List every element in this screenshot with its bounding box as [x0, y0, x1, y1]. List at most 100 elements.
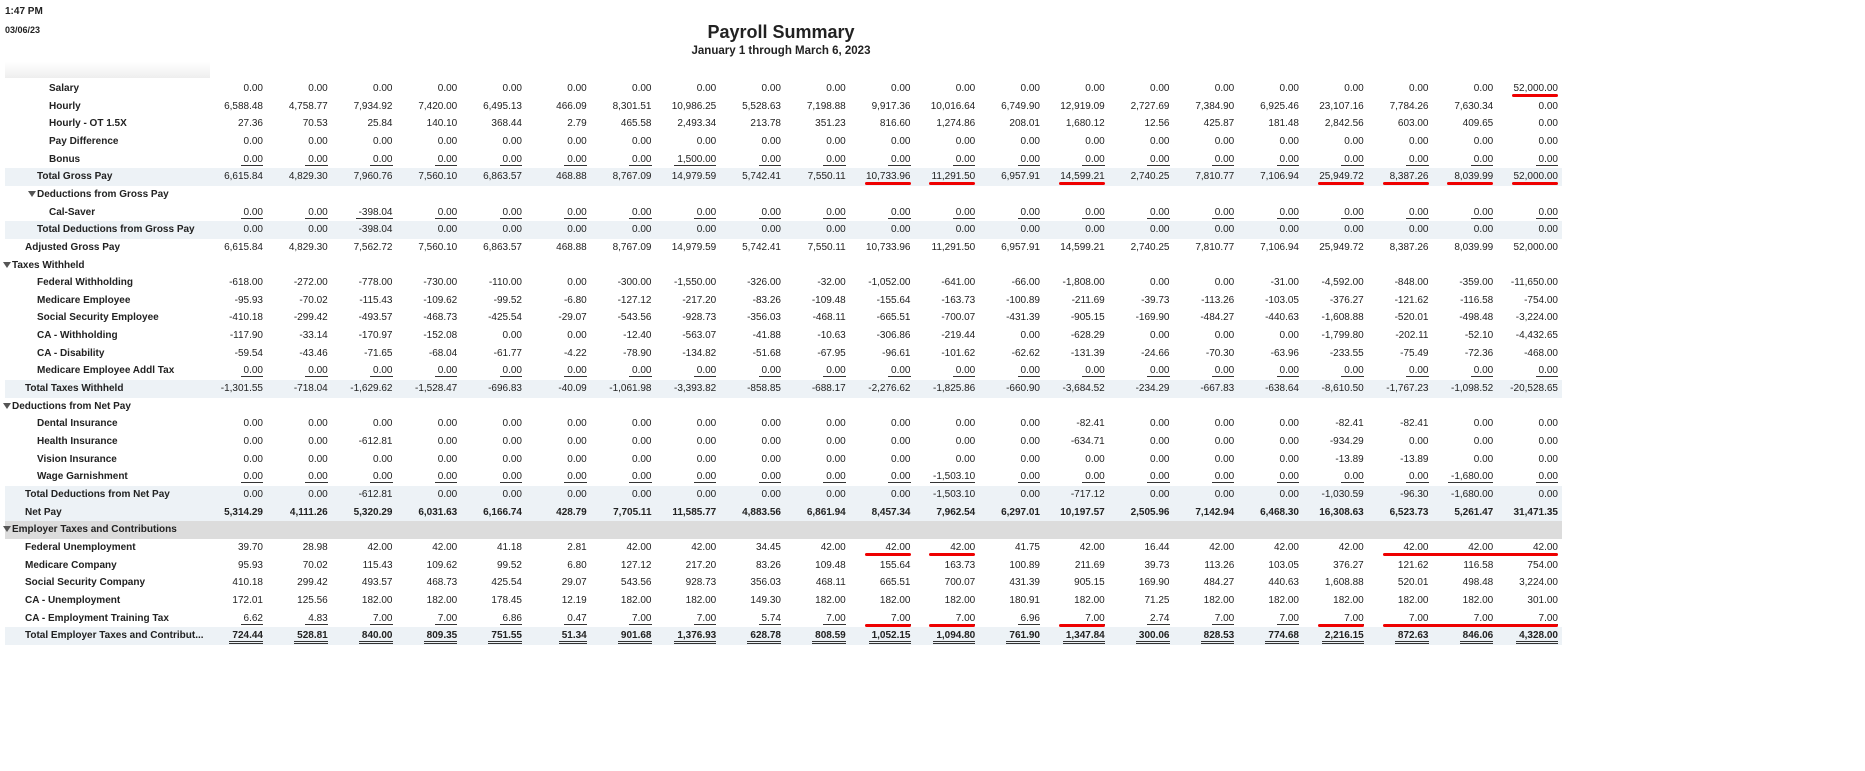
- amount: 0.00: [308, 83, 328, 94]
- value-cell: -638.64: [1239, 383, 1299, 394]
- value-cell: -134.82: [656, 348, 716, 359]
- amount: 7,934.92: [353, 100, 393, 112]
- value-cell: 0.00: [915, 136, 975, 147]
- value-cell: 0.00: [1498, 153, 1558, 166]
- value-cell: 10,197.57: [1045, 507, 1105, 518]
- amount: -667.83: [1200, 383, 1235, 395]
- value-cell: 5,742.41: [721, 242, 781, 253]
- value-cell: 7.00: [1433, 612, 1494, 625]
- amount: 0.00: [1147, 365, 1170, 378]
- amount: 7,560.10: [418, 171, 458, 183]
- value-cell: 0.00: [268, 471, 328, 484]
- amount: 468.88: [556, 241, 587, 253]
- amount: -398.04: [358, 224, 393, 236]
- row-label: Hourly - OT 1.5X: [49, 118, 127, 130]
- report-row: Deductions from Net Pay: [3, 398, 1562, 416]
- value-cell: 0.00: [527, 365, 587, 378]
- value-cell: -82.41: [1369, 418, 1428, 429]
- amount: 5,320.29: [353, 506, 393, 518]
- amount: 0.00: [1341, 153, 1364, 166]
- amount: -31.00: [1270, 277, 1299, 289]
- amount: 2,842.56: [1324, 118, 1364, 130]
- amount: 0.00: [1538, 224, 1558, 236]
- value-cell: 0.00: [527, 206, 587, 219]
- amount: 182.00: [1074, 594, 1105, 606]
- value-cell: 6.86: [462, 612, 522, 625]
- amount: -299.42: [293, 312, 328, 324]
- value-cell: -300.00: [592, 277, 652, 288]
- collapse-toggle[interactable]: [3, 402, 11, 409]
- amount: 16.44: [1144, 541, 1170, 553]
- amount: 11,291.50: [931, 241, 976, 253]
- value-cell: 10,986.25: [656, 101, 717, 112]
- amount: -4,592.00: [1321, 277, 1364, 289]
- value-cell: -359.00: [1433, 277, 1493, 288]
- value-cell: 0.00: [721, 454, 781, 465]
- value-cell: 0.00: [851, 365, 911, 378]
- value-cell: 0.00: [980, 153, 1040, 166]
- amount: 0.00: [758, 471, 781, 484]
- value-cell: 425.54: [462, 577, 522, 588]
- value-cell: 11,291.50: [915, 171, 976, 182]
- amount: 0.00: [1214, 224, 1235, 236]
- report-row: Taxes Withheld: [3, 257, 1562, 275]
- amount: 301.00: [1527, 594, 1558, 606]
- value-cell: 113.26: [1174, 560, 1234, 571]
- amount: 7,106.94: [1260, 171, 1299, 183]
- value-cell: 0.00: [721, 136, 781, 147]
- collapse-toggle[interactable]: [28, 190, 36, 197]
- value-cell: 42.00: [592, 542, 651, 553]
- amount: 901.68: [617, 630, 652, 645]
- value-cell: 6,925.46: [1239, 101, 1299, 112]
- amount: 543.56: [620, 577, 652, 589]
- amount: 42.00: [1209, 541, 1235, 553]
- amount: 0.00: [891, 453, 911, 465]
- report-row: Medicare Employee Addl Tax 0.00 0.00 0.00 0.…: [5, 362, 1562, 380]
- value-cell: -498.48: [1433, 312, 1493, 323]
- amount: -440.63: [1265, 312, 1299, 324]
- value-cell: -68.04: [397, 348, 457, 359]
- collapse-toggle[interactable]: [3, 261, 11, 268]
- row-label: CA - Employment Training Tax: [25, 612, 169, 624]
- value-cell: 0.00: [268, 224, 328, 236]
- amount: 1,274.86: [936, 118, 976, 130]
- amount: 8,767.09: [612, 241, 652, 253]
- amount: 0.00: [891, 488, 911, 500]
- amount: 0.00: [1344, 224, 1364, 236]
- amount: 52,000.00: [1513, 171, 1559, 183]
- value-cell: 0.00: [1304, 471, 1364, 484]
- amount: 7,106.94: [1260, 241, 1299, 253]
- value-cell: 7,562.72: [333, 242, 393, 253]
- amount: 0.00: [1279, 83, 1299, 94]
- value-cell: 0.00: [1174, 277, 1234, 288]
- value-cell: -233.55: [1304, 348, 1364, 359]
- value-cell: 12,919.09: [1045, 101, 1105, 112]
- value-cell: 0.00: [786, 365, 846, 378]
- amount: 0.00: [434, 471, 458, 484]
- value-cell: -70.02: [268, 295, 327, 306]
- value-cell: 7,384.90: [1174, 101, 1234, 112]
- value-cell: 0.00: [527, 224, 586, 235]
- value-cell: -628.29: [1045, 330, 1105, 341]
- amount: 5,261.47: [1454, 506, 1494, 518]
- value-cell: 0.00: [592, 418, 651, 429]
- amount: 25.84: [367, 118, 393, 130]
- value-cell: -1,808.00: [1045, 277, 1104, 288]
- value-cell: 0.00: [1174, 489, 1234, 500]
- value-cell: -1,528.47: [397, 383, 457, 394]
- value-cell: 0.00: [1239, 471, 1299, 484]
- amount: 761.90: [1006, 630, 1040, 645]
- value-cell: 0.00: [592, 471, 652, 484]
- amount: 0.00: [373, 135, 393, 147]
- collapse-toggle[interactable]: [3, 526, 11, 533]
- value-cell: 0.00: [462, 365, 522, 378]
- amount: 0.00: [308, 224, 328, 236]
- amount: 7,550.11: [807, 241, 846, 253]
- annotation-underline: [864, 552, 911, 556]
- amount: -376.27: [1329, 294, 1364, 306]
- amount: 7.00: [888, 612, 911, 625]
- amount: -628.29: [1070, 330, 1105, 342]
- value-cell: 7,142.94: [1174, 507, 1234, 518]
- amount: 2,727.69: [1130, 100, 1170, 112]
- value-cell: 0.00: [397, 436, 457, 447]
